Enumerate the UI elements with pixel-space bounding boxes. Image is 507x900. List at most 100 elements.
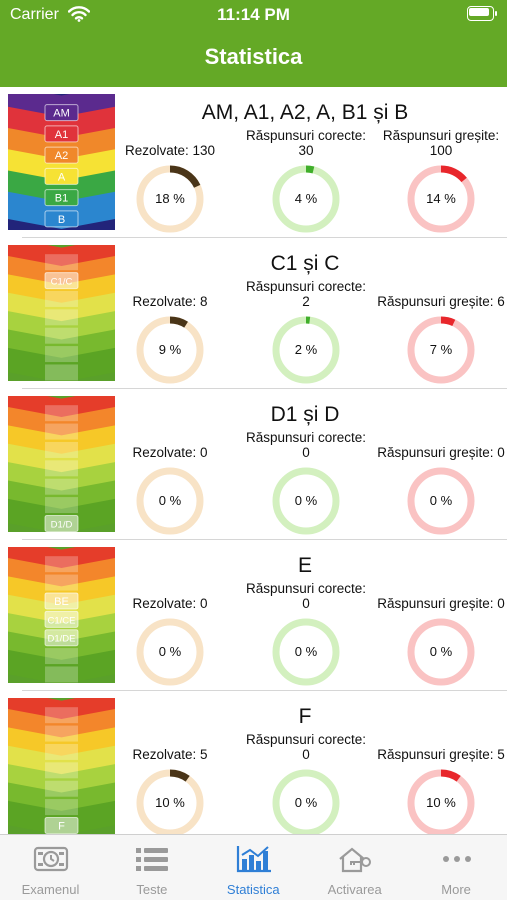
wrong-progress-ring: 10 % [406, 768, 476, 834]
correct-percent: 4 % [294, 191, 318, 206]
solved-progress-ring: 18 % [135, 164, 205, 234]
correct-percent: 0 % [294, 795, 318, 810]
correct-percent: 2 % [294, 342, 318, 357]
tab-label: Statistica [226, 882, 280, 897]
thumbnail-label: BE [44, 592, 79, 610]
category-card-c1-c[interactable]: C1/C C1 și C Rezolvate: 8 9 % Răspunsuri cor… [0, 238, 507, 389]
tab-teste[interactable]: Teste [101, 835, 202, 900]
solved-stat: Rezolvate: 8 9 % [105, 279, 235, 385]
solved-progress-ring: 0 % [135, 617, 205, 687]
wrong-percent: 0 % [429, 644, 453, 659]
thumbnail-label-text: B [58, 214, 65, 226]
thumbnail-label: A2 [44, 146, 79, 164]
solved-progress-ring: 9 % [135, 315, 205, 385]
statistics-list[interactable]: AM A1 A2 A B1 B AM, A1, A2, A, B1 și B Rezolvat… [0, 87, 507, 834]
row-divider [22, 690, 507, 691]
thumbnail-label-text: AM [53, 108, 70, 120]
thumbnail-label-text: A [58, 171, 66, 183]
thumbnail-label-text: A2 [55, 150, 68, 162]
row-divider [22, 539, 507, 540]
row-divider [22, 237, 507, 238]
category-thumbnail: C1/C [8, 245, 115, 381]
category-title: E [297, 554, 312, 577]
page-title: Statistica [204, 44, 303, 69]
category-thumbnail: F [8, 698, 115, 834]
tab-activarea[interactable]: Activarea [304, 835, 405, 900]
correct-label: Răspunsuri corecte: 0 [245, 430, 367, 460]
tab-label: Activarea [327, 882, 382, 897]
thumbnail-label: C1/C [44, 272, 79, 290]
thumbnail-label-text: B1 [55, 193, 68, 205]
category-card-am-a1-a2-a-b1-b[interactable]: AM A1 A2 A B1 B AM, A1, A2, A, B1 și B Rezolvat… [0, 87, 507, 238]
solved-label: Rezolvate: 0 [132, 596, 208, 611]
correct-label: Răspunsuri corecte: 0 [245, 732, 367, 762]
solved-percent: 0 % [158, 493, 182, 508]
category-title: D1 și D [270, 403, 340, 426]
thumbnail-label: AM [44, 104, 79, 122]
wrong-progress-ring: 0 % [406, 617, 476, 687]
correct-ring-fill [272, 165, 340, 233]
wrong-percent: 10 % [426, 795, 456, 810]
tab-examenul[interactable]: Examenul [0, 835, 101, 900]
wrong-stat: Răspunsuri greșite: 5 10 % [376, 732, 506, 834]
correct-progress-ring: 0 % [271, 466, 341, 536]
thumbnail-label-text: D1/DE [48, 634, 76, 645]
thumbnail-label: F [44, 816, 79, 834]
category-card-f[interactable]: F F Rezolvate: 5 10 % Răspunsuri corecte: 0 0… [0, 691, 507, 834]
solved-percent: 18 % [155, 191, 185, 206]
correct-progress-ring: 2 % [271, 315, 341, 385]
navigation-header: Carrier 11:14 PM Statistica [0, 0, 507, 87]
solved-stat: Rezolvate: 130 18 % [105, 128, 235, 234]
solved-percent: 9 % [158, 342, 182, 357]
category-thumbnail: AM A1 A2 A B1 B [8, 94, 115, 230]
wrong-label: Răspunsuri greșite: 0 [377, 445, 505, 460]
category-thumbnail: D1/D [8, 396, 115, 532]
tab-more[interactable]: More [406, 835, 507, 900]
tab-label: Teste [136, 882, 168, 897]
correct-ring-track [272, 618, 340, 686]
category-card-e[interactable]: BE C1/CE D1/DE E Rezolvate: 0 0 % Răspunsuri c… [0, 540, 507, 691]
house-key-icon [337, 845, 373, 873]
wrong-label: Răspunsuri greșite: 6 [377, 294, 505, 309]
wrong-ring-track [407, 618, 475, 686]
wrong-ring-fill [407, 769, 475, 834]
more-dots-icon [439, 845, 475, 873]
wrong-ring-track [407, 467, 475, 535]
correct-label: Răspunsuri corecte: 2 [245, 279, 367, 309]
solved-stat: Rezolvate: 5 10 % [105, 732, 235, 834]
solved-ring-track [136, 467, 204, 535]
wrong-stat: Răspunsuri greșite: 100 14 % [376, 128, 506, 234]
thumbnail-label: B1 [44, 189, 79, 207]
wrong-percent: 0 % [429, 493, 453, 508]
correct-stat: Răspunsuri corecte: 0 0 % [241, 430, 371, 536]
tab-statistica[interactable]: Statistica [203, 835, 304, 900]
wrong-progress-ring: 7 % [406, 315, 476, 385]
correct-progress-ring: 0 % [271, 768, 341, 834]
category-title: AM, A1, A2, A, B1 și B [201, 101, 409, 124]
wrong-label: Răspunsuri greșite: 5 [377, 747, 505, 762]
wrong-ring-fill [407, 316, 475, 384]
solved-ring-fill [136, 316, 204, 384]
thumbnail-label: A [44, 167, 79, 185]
thumbnail-label-text: C1/CE [48, 615, 76, 626]
thumbnail-label-text: F [58, 820, 65, 832]
row-divider [22, 388, 507, 389]
solved-progress-ring: 10 % [135, 768, 205, 834]
solved-percent: 10 % [155, 795, 185, 810]
correct-ring-track [272, 467, 340, 535]
correct-label: Răspunsuri corecte: 0 [245, 581, 367, 611]
status-bar: Carrier 11:14 PM [0, 0, 507, 30]
battery-icon [467, 6, 497, 22]
correct-stat: Răspunsuri corecte: 0 0 % [241, 732, 371, 834]
wrong-stat: Răspunsuri greșite: 0 0 % [376, 430, 506, 536]
correct-progress-ring: 4 % [271, 164, 341, 234]
correct-progress-ring: 0 % [271, 617, 341, 687]
wrong-label: Răspunsuri greșite: 100 [382, 128, 500, 158]
clock-label: 11:14 PM [217, 5, 290, 24]
carrier-label: Carrier [10, 6, 59, 23]
solved-ring-fill [136, 769, 204, 834]
correct-label: Răspunsuri corecte: 30 [245, 128, 367, 158]
solved-label: Rezolvate: 130 [124, 143, 216, 158]
wrong-stat: Răspunsuri greșite: 6 7 % [376, 279, 506, 385]
